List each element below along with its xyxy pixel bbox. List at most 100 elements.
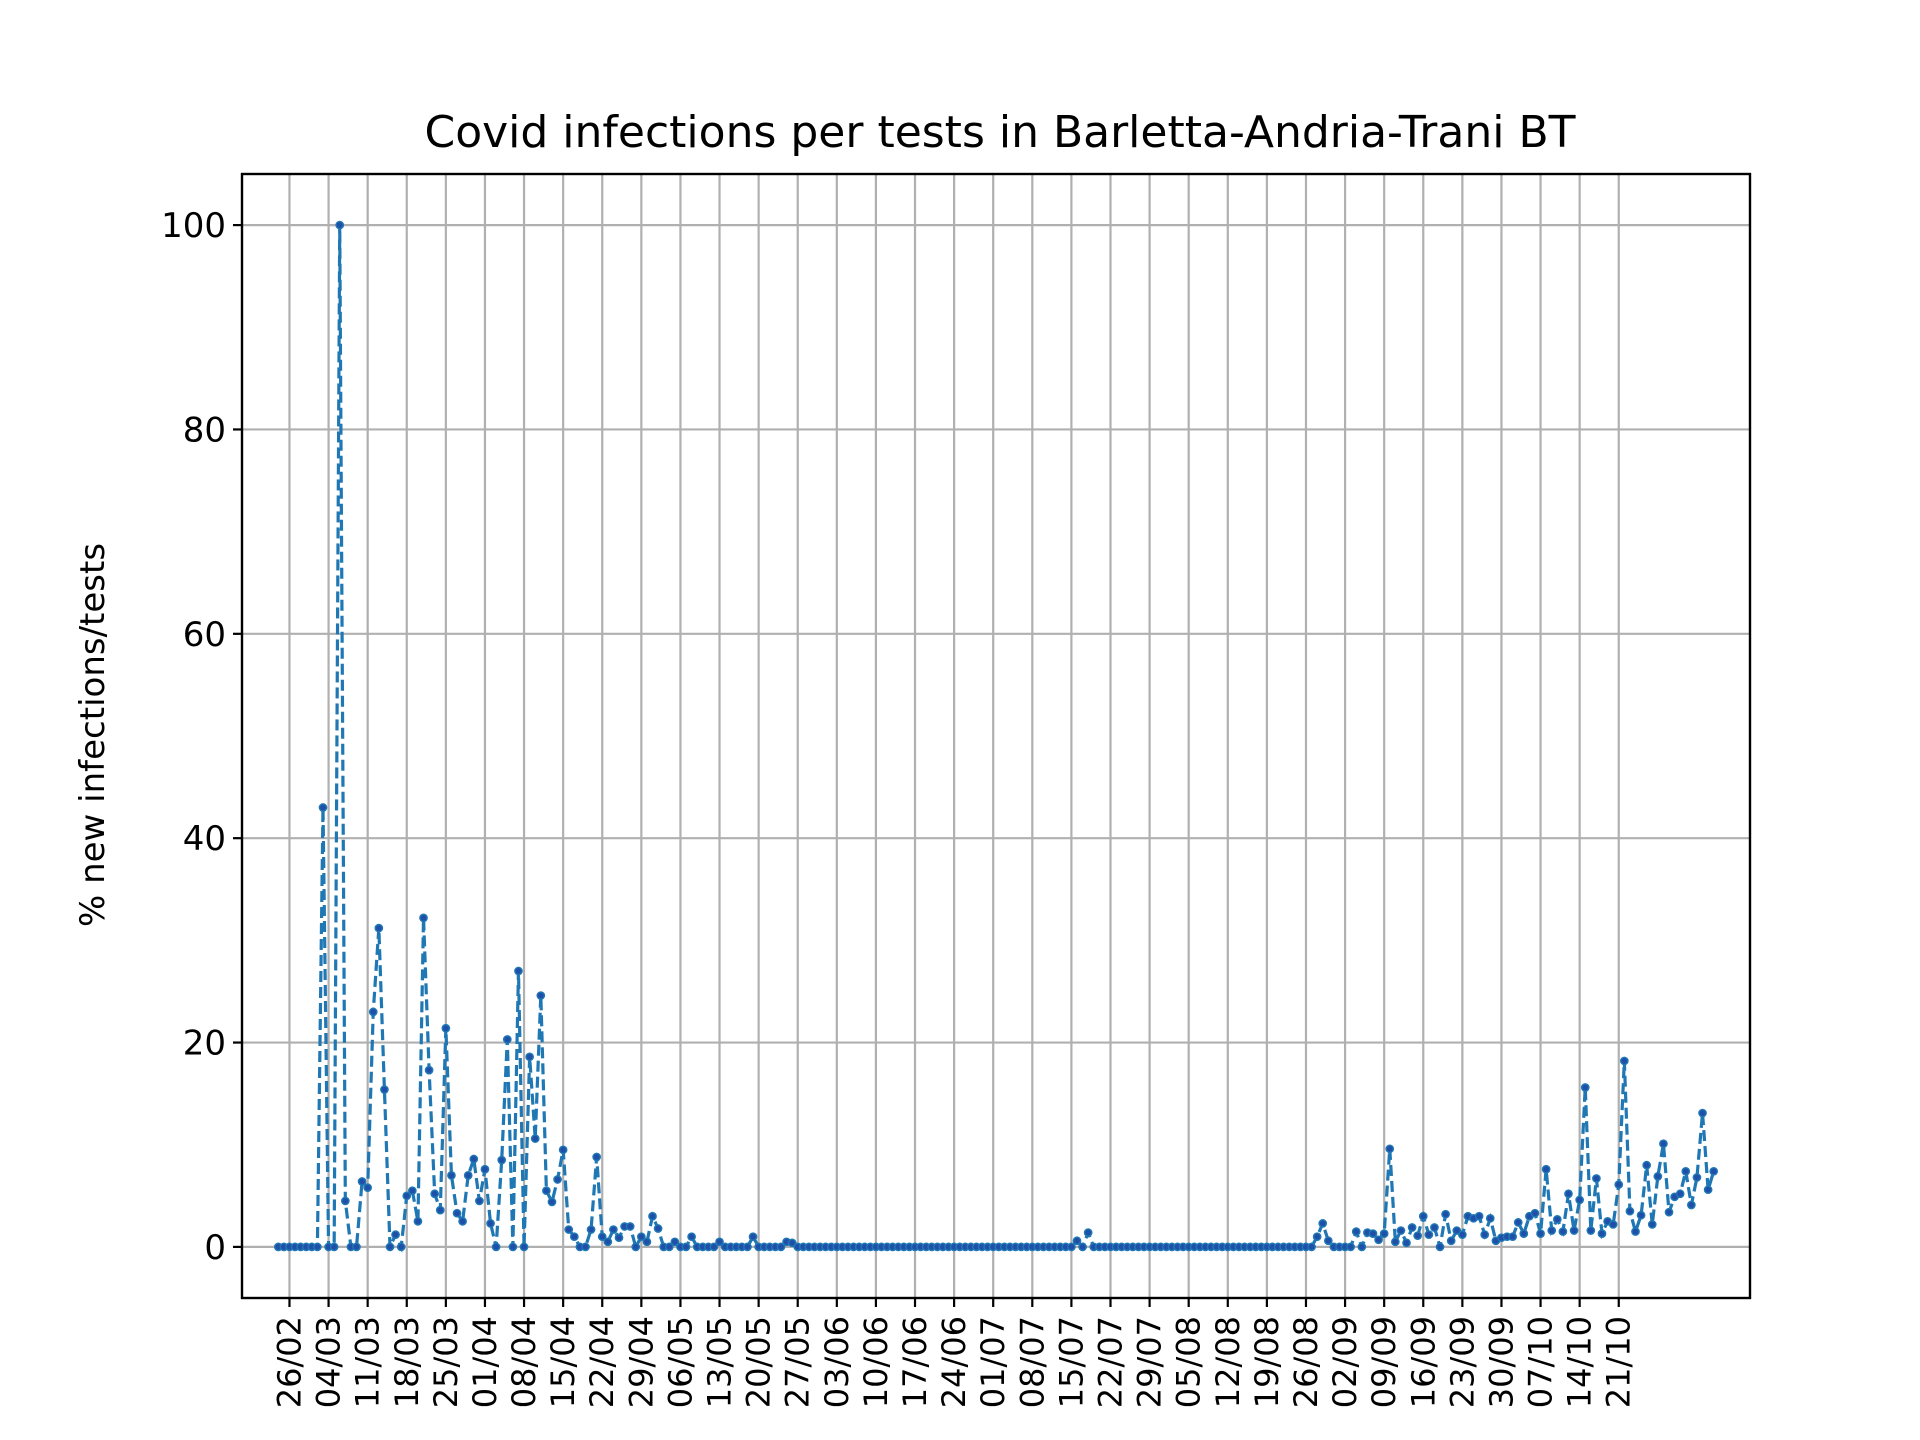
data-point bbox=[1435, 1242, 1445, 1252]
data-point bbox=[480, 1164, 490, 1174]
x-tick-label: 27/05 bbox=[779, 1316, 817, 1408]
data-point bbox=[614, 1233, 624, 1243]
data-point bbox=[352, 1242, 361, 1252]
data-point bbox=[368, 1007, 378, 1017]
data-point bbox=[1608, 1220, 1618, 1229]
data-point bbox=[1625, 1206, 1635, 1216]
data-point bbox=[1430, 1223, 1439, 1232]
data-point bbox=[1653, 1172, 1663, 1181]
data-point bbox=[609, 1225, 618, 1234]
data-point bbox=[1413, 1231, 1423, 1241]
y-tick-label: 80 bbox=[183, 410, 226, 450]
data-point bbox=[463, 1171, 473, 1180]
data-point bbox=[441, 1023, 451, 1033]
data-point bbox=[1323, 1236, 1333, 1246]
data-point bbox=[1619, 1056, 1629, 1066]
data-point bbox=[1407, 1223, 1417, 1232]
data-point bbox=[1636, 1210, 1646, 1220]
data-point bbox=[1564, 1189, 1573, 1199]
x-tick-label: 26/08 bbox=[1287, 1316, 1325, 1408]
data-point bbox=[1536, 1229, 1545, 1238]
x-tick-label: 02/09 bbox=[1326, 1316, 1364, 1408]
data-point bbox=[435, 1205, 445, 1215]
data-point bbox=[1446, 1236, 1456, 1246]
data-point bbox=[1385, 1144, 1395, 1154]
data-point bbox=[1318, 1219, 1328, 1228]
data-point bbox=[648, 1211, 657, 1221]
data-point bbox=[385, 1242, 395, 1252]
data-point bbox=[452, 1208, 462, 1218]
data-point bbox=[329, 1242, 339, 1252]
data-point bbox=[1642, 1160, 1652, 1170]
data-point bbox=[1664, 1207, 1674, 1217]
data-point bbox=[1402, 1238, 1411, 1248]
data-point bbox=[1698, 1108, 1707, 1118]
x-tick-label: 30/09 bbox=[1482, 1316, 1520, 1408]
data-point bbox=[380, 1085, 389, 1094]
data-point bbox=[1346, 1242, 1356, 1252]
data-point bbox=[1072, 1236, 1082, 1246]
data-point bbox=[497, 1155, 507, 1165]
data-point bbox=[1631, 1227, 1640, 1236]
y-tick-label: 0 bbox=[204, 1228, 226, 1268]
data-point bbox=[502, 1035, 512, 1044]
x-tick-label: 17/06 bbox=[896, 1316, 934, 1408]
y-tick-label: 60 bbox=[183, 615, 226, 655]
plot-frame bbox=[240, 172, 1752, 1300]
x-tick-label: 29/04 bbox=[622, 1316, 660, 1408]
x-tick-label: 12/08 bbox=[1209, 1316, 1247, 1408]
x-tick-label: 10/06 bbox=[857, 1316, 895, 1408]
x-tick-label: 08/07 bbox=[1013, 1316, 1051, 1408]
data-point bbox=[743, 1242, 752, 1252]
x-tick-label: 21/10 bbox=[1600, 1316, 1638, 1408]
data-point bbox=[402, 1191, 412, 1201]
x-tick-label: 22/07 bbox=[1091, 1316, 1129, 1408]
data-point bbox=[469, 1154, 479, 1164]
data-point bbox=[670, 1237, 680, 1247]
data-point bbox=[1379, 1229, 1389, 1238]
data-point bbox=[424, 1065, 434, 1075]
x-tick-label: 25/03 bbox=[427, 1316, 465, 1408]
data-point bbox=[653, 1224, 663, 1233]
x-tick-label: 04/03 bbox=[310, 1316, 348, 1408]
data-point bbox=[569, 1232, 579, 1242]
x-tick-label: 15/07 bbox=[1052, 1316, 1090, 1408]
series-group bbox=[273, 220, 1719, 1253]
data-point bbox=[625, 1222, 635, 1231]
data-point bbox=[787, 1238, 797, 1248]
data-point bbox=[447, 1171, 456, 1180]
data-point bbox=[508, 1242, 518, 1252]
data-point bbox=[636, 1232, 646, 1242]
data-point bbox=[1374, 1235, 1383, 1245]
x-tick-label: 01/07 bbox=[974, 1316, 1012, 1408]
x-tick-label: 26/02 bbox=[270, 1316, 308, 1408]
x-tick-label: 13/05 bbox=[701, 1316, 739, 1408]
y-tick-label: 40 bbox=[183, 819, 226, 859]
data-point bbox=[335, 220, 345, 230]
y-axis-label: % new infections/tests bbox=[73, 543, 113, 927]
data-point bbox=[1647, 1220, 1657, 1229]
x-tick-label: 11/03 bbox=[349, 1316, 387, 1408]
data-point bbox=[475, 1196, 484, 1206]
data-point bbox=[1067, 1242, 1076, 1252]
x-tick-label: 08/04 bbox=[505, 1316, 543, 1408]
data-point bbox=[597, 1232, 607, 1242]
data-point bbox=[748, 1232, 758, 1242]
data-point bbox=[642, 1237, 652, 1247]
data-point bbox=[1547, 1226, 1557, 1235]
data-point bbox=[1368, 1229, 1378, 1238]
data-point bbox=[536, 991, 546, 1000]
data-point bbox=[313, 1242, 322, 1252]
data-point bbox=[396, 1242, 406, 1252]
data-point bbox=[525, 1052, 534, 1062]
data-point bbox=[413, 1217, 423, 1226]
data-point bbox=[558, 1145, 568, 1155]
data-point bbox=[1458, 1230, 1467, 1240]
data-point bbox=[430, 1189, 440, 1199]
data-point bbox=[1474, 1211, 1484, 1221]
data-point bbox=[715, 1237, 724, 1247]
data-point bbox=[1586, 1226, 1596, 1235]
data-point bbox=[1083, 1228, 1093, 1237]
data-point bbox=[1709, 1166, 1719, 1176]
